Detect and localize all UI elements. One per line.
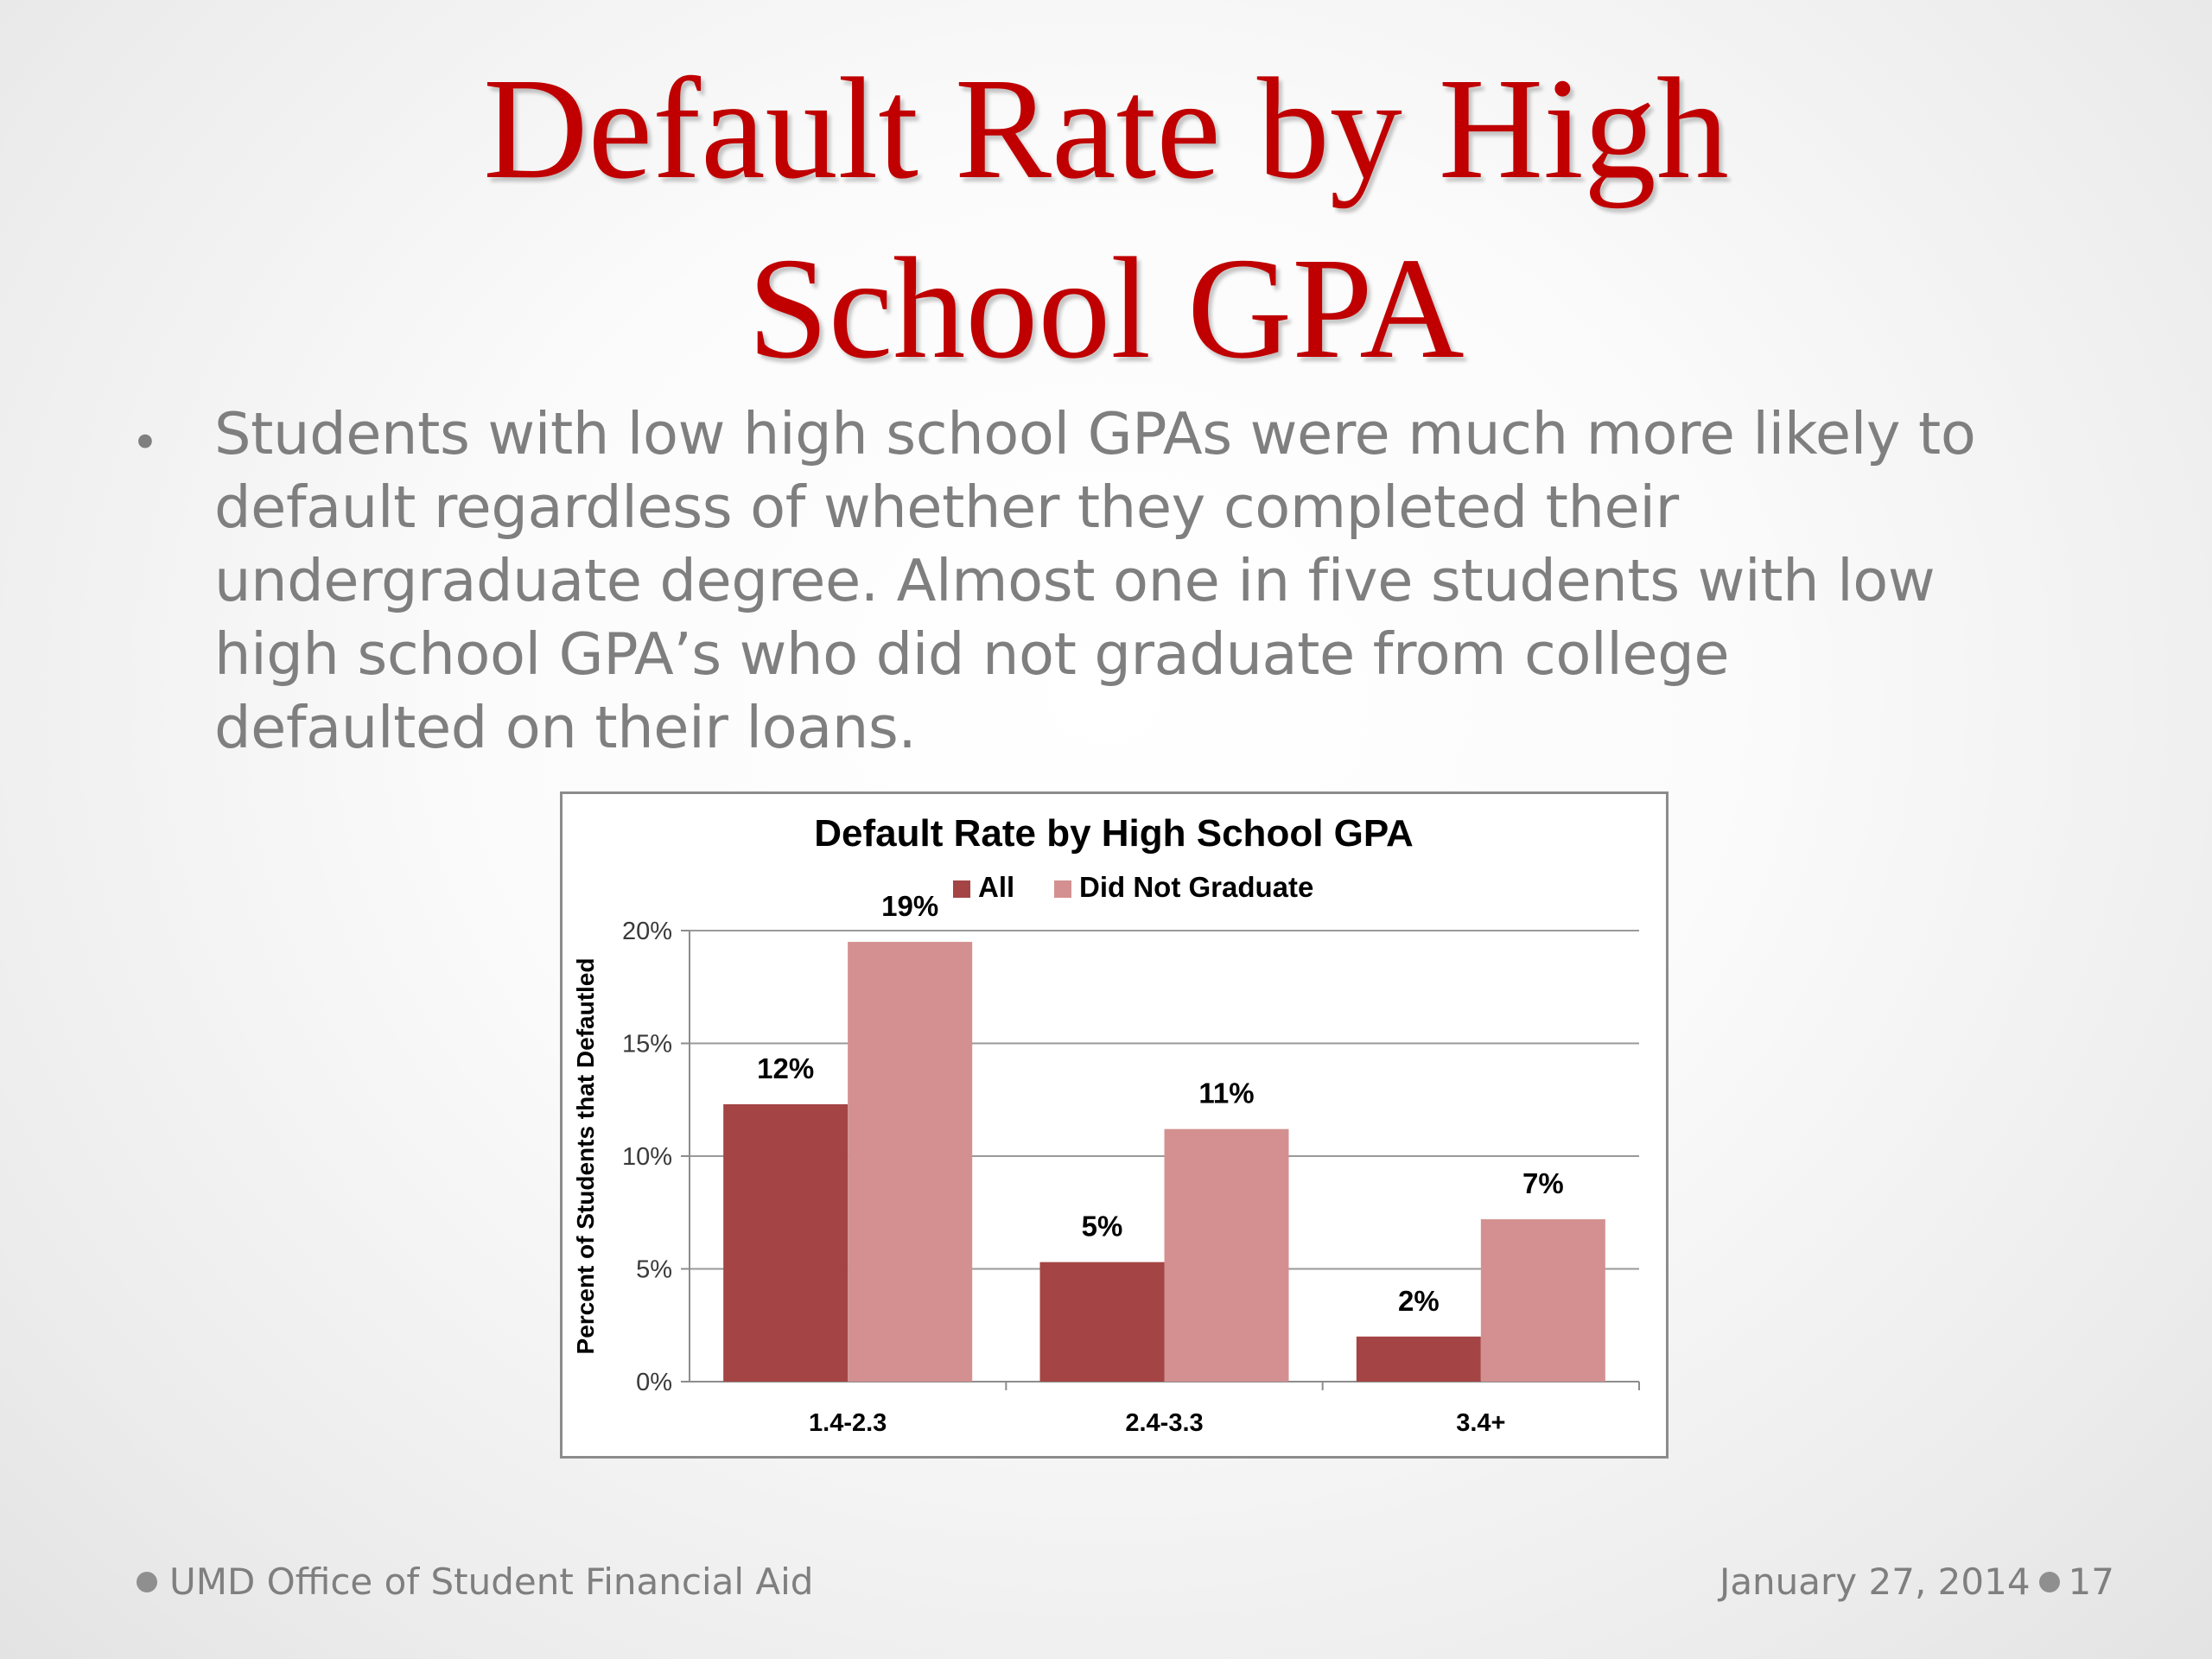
footer-dot-icon xyxy=(137,1571,157,1592)
y-tick-label: 5% xyxy=(636,1256,672,1284)
legend-swatch-0 xyxy=(953,880,970,898)
bullet-line: undergraduate degree. Almost one in five… xyxy=(214,547,1936,614)
y-tick-label: 10% xyxy=(622,1143,672,1171)
y-tick-label: 15% xyxy=(622,1031,672,1058)
data-label: 12% xyxy=(757,1052,814,1084)
data-label: 7% xyxy=(1522,1167,1564,1199)
bar-chart: Default Rate by High School GPA All Did No… xyxy=(572,812,1640,1437)
bullet-marker: • xyxy=(131,416,159,470)
slide-title-line: School GPA xyxy=(747,228,1465,389)
page-number: 17 xyxy=(2068,1560,2114,1603)
bar-0-2 xyxy=(1356,1336,1481,1382)
footer-left: UMD Office of Student Financial Aid xyxy=(137,1558,813,1606)
bullet-line: defaulted on their loans. xyxy=(214,694,917,761)
x-tick-label: 1.4-2.3 xyxy=(809,1409,887,1437)
slide-title-line: Default Rate by High xyxy=(483,48,1729,209)
data-label: 19% xyxy=(881,890,938,922)
bar-1-0 xyxy=(848,942,973,1382)
legend-label-1: Did Not Graduate xyxy=(1079,871,1313,903)
y-axis-title: Percent of Students that Defautled xyxy=(572,958,599,1355)
legend-label-0: All xyxy=(978,871,1014,903)
x-tick-label: 3.4+ xyxy=(1456,1409,1505,1437)
footer-date: January 27, 2014 xyxy=(1719,1560,2031,1603)
footer-right: January 27, 2014 17 xyxy=(1719,1558,2114,1606)
chart-frame: Default Rate by High School GPA All Did No… xyxy=(560,791,1669,1459)
footer-dot-icon xyxy=(2038,1571,2060,1592)
footer-organization: UMD Office of Student Financial Aid xyxy=(169,1560,814,1603)
bar-1-2 xyxy=(1480,1219,1605,1382)
bar-0-1 xyxy=(1039,1262,1165,1382)
bullet-line: high school GPA’s who did not graduate f… xyxy=(214,620,1730,688)
bullet-line: Students with low high school GPAs were … xyxy=(214,400,1976,467)
bar-0-0 xyxy=(723,1103,849,1382)
data-label: 11% xyxy=(1198,1077,1254,1109)
data-label: 5% xyxy=(1082,1211,1123,1243)
bullet-paragraph: Students with low high school GPAs were … xyxy=(214,397,2107,765)
bullet-line: default regardless of whether they compl… xyxy=(214,474,1679,541)
x-tick-label: 2.4-3.3 xyxy=(1125,1409,1203,1437)
y-tick-label: 20% xyxy=(622,918,672,945)
slide-title: Default Rate by High School GPA xyxy=(0,39,2212,398)
bar-1-1 xyxy=(1164,1128,1289,1382)
legend-swatch-1 xyxy=(1054,880,1071,898)
y-tick-label: 0% xyxy=(636,1369,672,1396)
data-label: 2% xyxy=(1398,1285,1440,1317)
chart-title: Default Rate by High School GPA xyxy=(814,812,1413,855)
